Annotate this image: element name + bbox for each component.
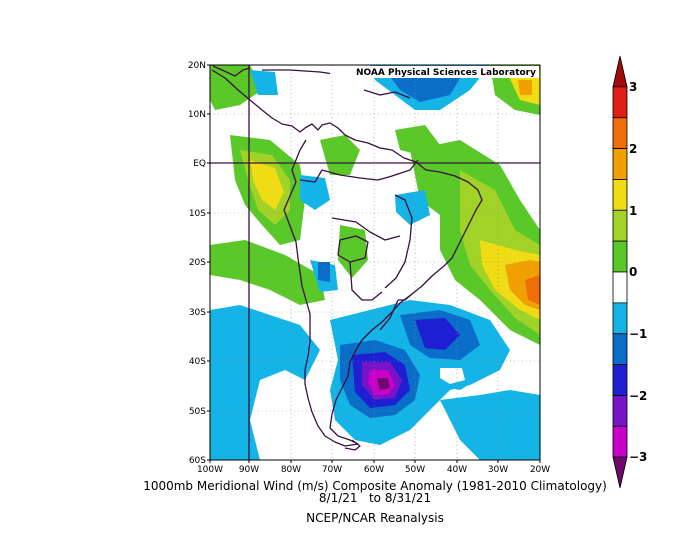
latitude-labels: 20N 10N EQ 10S 20S 30S 40S 50S 60S	[188, 61, 206, 466]
lat-label: 60S	[189, 456, 206, 466]
colorbar-labels: 3 2 1 0 −1 −2 −3	[629, 80, 647, 464]
lon-label: 90W	[239, 465, 259, 475]
colorbar-segment	[612, 55, 628, 88]
lat-label: 20S	[189, 258, 206, 268]
colorbar-label: 3	[629, 80, 637, 94]
lat-label: 40S	[189, 357, 206, 367]
colorbar-segment	[612, 271, 628, 304]
lat-label: 30S	[189, 308, 206, 318]
colorbar-segment	[612, 425, 628, 458]
lon-label: 20W	[530, 465, 550, 475]
lab-label-box	[330, 66, 539, 78]
title-line-1: 1000mb Meridional Wind (m/s) Composite A…	[143, 479, 607, 493]
title-line-3: NCEP/NCAR Reanalysis	[306, 511, 444, 525]
lon-label: 100W	[197, 465, 223, 475]
colorbar-segment	[612, 86, 628, 119]
lon-label: 70W	[322, 465, 342, 475]
colorbar-segment	[612, 240, 628, 273]
colorbar-segment	[612, 302, 628, 335]
longitude-labels: 100W 90W 80W 70W 60W 50W 40W 30W 20W	[197, 465, 550, 475]
lat-label: EQ	[193, 159, 206, 169]
colorbar-label: 2	[629, 142, 637, 156]
axis-ticks	[207, 64, 541, 463]
lon-label: 60W	[364, 465, 384, 475]
colorbar-label: −2	[629, 389, 647, 403]
lat-label: 10S	[189, 209, 206, 219]
colorbar-segment	[612, 364, 628, 396]
colorbar-segment	[612, 456, 628, 489]
lab-label: NOAA Physical Sciences Laboratory	[356, 68, 536, 78]
colorbar-label: 1	[629, 204, 637, 218]
colorbar-segment	[612, 333, 628, 365]
colorbar-segment	[612, 117, 628, 149]
colorbar-label: 0	[629, 265, 637, 279]
lat-lon-grid	[210, 65, 540, 460]
lon-label: 30W	[488, 465, 508, 475]
lon-label: 80W	[281, 465, 301, 475]
colorbar-segment	[612, 179, 628, 211]
lat-label: 20N	[188, 61, 206, 71]
colorbar	[612, 55, 628, 489]
lon-label: 40W	[447, 465, 467, 475]
lat-label: 10N	[188, 110, 206, 120]
map-panel: NOAA Physical Sciences Laboratory	[209, 64, 541, 461]
coastlines	[211, 65, 483, 451]
colorbar-segment	[612, 148, 628, 180]
lon-label: 50W	[405, 465, 425, 475]
colorbar-segment	[612, 209, 628, 242]
title-line-2: 8/1/21 to 8/31/21	[319, 491, 431, 505]
colorbar-label: −3	[629, 450, 647, 464]
colorbar-segment	[612, 395, 628, 427]
lat-label: 50S	[189, 407, 206, 417]
colorbar-label: −1	[629, 327, 647, 341]
